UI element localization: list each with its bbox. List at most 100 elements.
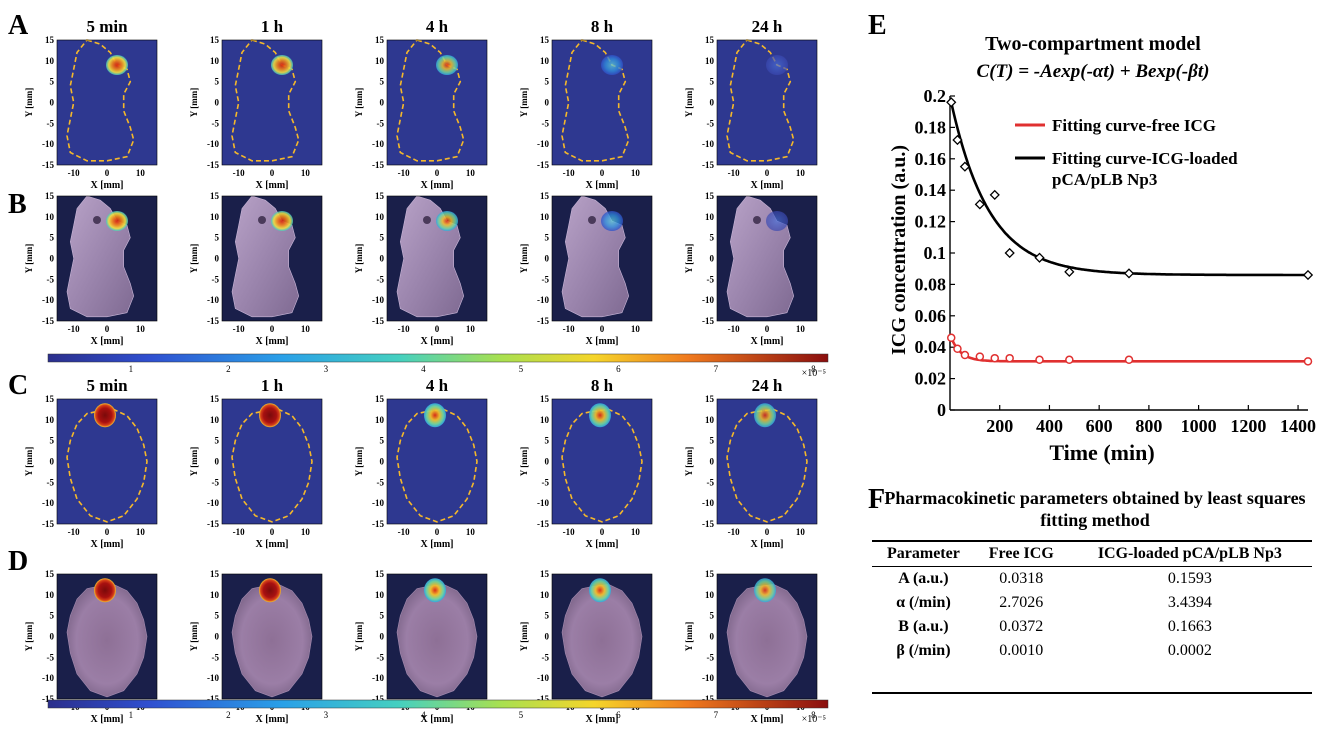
- x-axis-label: X [mm]: [255, 539, 288, 550]
- panel-frame: [716, 398, 818, 525]
- x-tick-label: 0: [435, 168, 440, 178]
- y-tick-label: -10: [702, 673, 714, 683]
- time-point-title: 5 min: [86, 17, 128, 36]
- x-tick-label: 10: [631, 324, 641, 334]
- mouse-eye: [93, 216, 101, 224]
- series-free-icg: [946, 333, 1313, 366]
- data-point: [959, 161, 971, 172]
- y-axis-label: Y [mm]: [189, 622, 199, 651]
- colorbar-tick-label: 7: [714, 710, 719, 720]
- imaging-panel: 15 10 5 0 -5 -10 -15 -10 0 10 X [mm] Y [mm] 5 min: [24, 376, 158, 550]
- y-tick-label: -5: [542, 274, 550, 284]
- y-tick-label: -10: [207, 139, 219, 149]
- y-tick-label: 0: [545, 98, 550, 108]
- region-outline: [66, 408, 148, 523]
- y-tick-label: -5: [212, 477, 220, 487]
- y-tick-label: 15: [540, 569, 550, 579]
- y-tick-label: 5: [50, 77, 55, 87]
- table-cell: 0.0002: [1167, 642, 1212, 659]
- fluorescence-hotspot: [766, 55, 788, 75]
- x-tick-label: 10: [301, 527, 311, 537]
- imaging-panel: 15 10 5 0 -5 -10 -15 -10 0 10 X [mm] Y [mm] 8 h: [519, 376, 653, 550]
- y-tick-label: 10: [210, 590, 220, 600]
- y-axis-label: Y [mm]: [24, 244, 34, 273]
- time-point-title: 24 h: [752, 376, 783, 395]
- x-tick-label: -10: [68, 168, 80, 178]
- y-tick-label: 5: [50, 233, 55, 243]
- panel-frame: [386, 195, 488, 322]
- y-tick-label: 15: [210, 191, 220, 201]
- x-tick-label: 400: [1036, 416, 1063, 436]
- colorbar-exponent: ×10⁻⁵: [802, 368, 826, 379]
- x-axis-label: X [mm]: [750, 714, 783, 725]
- x-tick-label: 10: [466, 324, 476, 334]
- y-axis-label: Y [mm]: [189, 244, 199, 273]
- y-tick-label: -15: [702, 519, 714, 529]
- y-tick-label: -15: [372, 519, 384, 529]
- table-header: Free ICG: [974, 542, 1068, 567]
- colorbar-tick-label: 6: [616, 364, 621, 374]
- y-tick-label: -15: [207, 316, 219, 326]
- y-tick-label: 5: [50, 611, 55, 621]
- x-tick-label: -10: [563, 168, 575, 178]
- y-axis-label: Y [mm]: [354, 244, 364, 273]
- y-tick-label: -10: [702, 498, 714, 508]
- y-tick-label: 10: [540, 56, 550, 66]
- x-axis-label: X [mm]: [420, 180, 453, 191]
- y-tick-label: 0.08: [915, 274, 947, 294]
- y-tick-label: 5: [545, 233, 550, 243]
- y-tick-label: 15: [705, 35, 715, 45]
- y-tick-label: 5: [380, 436, 385, 446]
- time-point-title: 8 h: [591, 17, 614, 36]
- panel-frame: [716, 195, 818, 322]
- y-tick-label: 0: [50, 632, 55, 642]
- imaging-panel: 15 10 5 0 -5 -10 -15 -10 0 10 X [mm] Y [mm] 8 h: [519, 17, 653, 191]
- y-tick-label: 10: [45, 590, 55, 600]
- y-tick-label: 5: [380, 233, 385, 243]
- table-row: B (a.u.) 0.0372 0.1663: [872, 615, 1312, 639]
- panel-frame: [386, 398, 488, 525]
- panel-frame: [716, 39, 818, 166]
- colorbar-tick-label: 3: [324, 364, 329, 374]
- fluorescence-hotspot: [94, 578, 116, 603]
- y-tick-label: -10: [702, 295, 714, 305]
- x-tick-label: 0: [600, 324, 605, 334]
- x-tick-label: 10: [631, 527, 641, 537]
- panel-frame: [56, 195, 158, 322]
- table-header: ICG-loaded pCA/pLB Np3: [1067, 542, 1312, 567]
- data-point: [1035, 355, 1044, 365]
- y-tick-label: 5: [710, 436, 715, 446]
- y-tick-label: 10: [375, 56, 385, 66]
- y-tick-label: -10: [372, 673, 384, 683]
- y-tick-label: -10: [42, 139, 54, 149]
- fluorescence-hotspot: [754, 578, 776, 603]
- y-tick-label: 0: [215, 632, 220, 642]
- panel-label-b: B: [8, 189, 27, 220]
- x-tick-label: 200: [986, 416, 1013, 436]
- x-tick-label: 10: [301, 168, 311, 178]
- y-tick-label: 5: [215, 436, 220, 446]
- table-cell: 0.0372: [999, 618, 1044, 635]
- x-tick-label: -10: [728, 324, 740, 334]
- y-tick-label: 0: [545, 632, 550, 642]
- data-point: [1005, 353, 1014, 363]
- x-tick-label: 10: [796, 168, 806, 178]
- panel-label-c: C: [8, 370, 28, 401]
- x-tick-label: 0: [105, 324, 110, 334]
- x-axis-label: X [mm]: [585, 714, 618, 725]
- y-tick-label: -5: [542, 118, 550, 128]
- x-tick-label: 10: [136, 324, 146, 334]
- y-tick-label: 15: [705, 191, 715, 201]
- legend-label-loaded: Fitting curve-ICG-loaded pCA/pLB Np3: [1052, 149, 1238, 189]
- x-tick-label: 10: [466, 168, 476, 178]
- y-tick-label: 0: [545, 254, 550, 264]
- y-tick-label: 10: [210, 56, 220, 66]
- table-title: Pharmacokinetic parameters obtained by l…: [884, 488, 1306, 530]
- x-tick-label: 10: [466, 527, 476, 537]
- y-tick-label: 5: [710, 233, 715, 243]
- time-point-title: 8 h: [591, 376, 614, 395]
- x-axis-label: X [mm]: [750, 336, 783, 347]
- x-tick-label: 10: [796, 527, 806, 537]
